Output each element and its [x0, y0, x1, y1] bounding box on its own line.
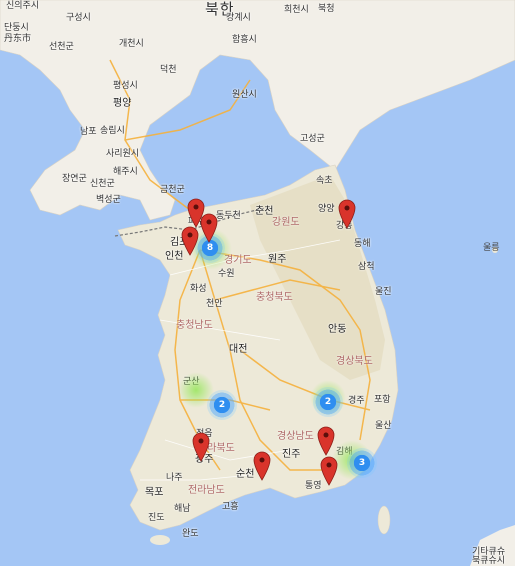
place-label: 신천군 [90, 179, 115, 189]
place-label: 평성시 [113, 81, 138, 91]
place-label: 안동 [328, 324, 347, 335]
place-label: 금천군 [160, 185, 185, 195]
place-label: 목포 [145, 487, 164, 498]
place-label: 구성시 [66, 13, 91, 23]
place-label: 원산시 [232, 90, 257, 100]
place-label: 덕천 [160, 65, 177, 75]
place-label: 사리원시 [106, 149, 140, 159]
place-label: 해남 [174, 504, 191, 514]
place-label: 동두천 [216, 211, 241, 221]
place-label: 울진 [375, 287, 392, 297]
country-label: 북한 [205, 0, 235, 18]
place-label: 벽성군 [96, 195, 121, 205]
map-pin-marker[interactable] [192, 432, 210, 462]
place-label: 신의주시 [6, 1, 40, 11]
map-pin-marker[interactable] [317, 426, 335, 456]
place-label: 양양 [318, 204, 335, 214]
place-label: 화성 [190, 284, 207, 294]
place-label: 천안 [206, 299, 223, 309]
map-pin-marker[interactable] [200, 213, 218, 243]
place-label: 丹东市 [4, 34, 32, 44]
place-label: 고흥 [222, 502, 239, 512]
map-pin-marker[interactable] [320, 456, 338, 486]
place-label: 강계시 [226, 13, 251, 23]
place-label: 해주시 [113, 167, 138, 177]
cluster-marker-gyeongbuk[interactable]: 2 [313, 387, 343, 417]
region-label: 충청남도 [176, 320, 213, 331]
region-label: 강원도 [272, 217, 300, 228]
map-pin-marker[interactable] [253, 451, 271, 481]
place-label: 울릉 [483, 243, 500, 253]
place-label: 평양 [113, 98, 132, 109]
region-label: 전라북도 [198, 443, 235, 454]
place-label: 순천 [236, 469, 255, 480]
place-label: 기타큐슈 [472, 547, 506, 557]
place-label: 울산 [375, 421, 392, 431]
cluster-marker-jeonbuk[interactable]: 2 [207, 390, 237, 420]
region-label: 경기도 [224, 255, 252, 266]
place-label: 강릉 [336, 221, 353, 231]
map-pin-marker[interactable] [181, 226, 199, 256]
place-label: 남포 [80, 127, 97, 137]
place-label: 장연군 [62, 174, 87, 184]
place-label: 속초 [316, 176, 333, 186]
place-label: 송림시 [100, 126, 125, 136]
place-label: 원주 [268, 254, 287, 265]
place-label: 광주 [195, 454, 214, 465]
place-label: 개천시 [119, 39, 144, 49]
place-label: 인천 [165, 251, 184, 262]
place-label: 선천군 [49, 42, 74, 52]
region-label: 경상남도 [277, 431, 314, 442]
place-label: 고성군 [300, 134, 325, 144]
region-label: 전라남도 [188, 485, 225, 496]
map-pin-marker[interactable] [338, 199, 356, 229]
region-label: 충청북도 [256, 292, 293, 303]
map-pin-marker[interactable] [187, 198, 205, 228]
place-label: 포항 [374, 395, 391, 405]
place-label: 나주 [166, 473, 183, 483]
place-label: 동해 [354, 239, 371, 249]
place-label: 춘천 [255, 206, 274, 217]
place-label: 북청 [318, 4, 335, 14]
region-label: 경상북도 [336, 356, 373, 367]
place-label: 함흥시 [232, 35, 257, 45]
place-label: 대전 [229, 344, 248, 355]
place-label: 희천시 [284, 5, 309, 15]
place-label: 경주 [348, 396, 365, 406]
place-label: 북큐슈시 [472, 556, 506, 566]
place-label: 단둥시 [4, 23, 29, 33]
cluster-marker-busan[interactable]: 3 [347, 448, 377, 478]
place-label: 삼척 [358, 262, 375, 272]
place-label: 통영 [305, 481, 322, 491]
place-label: 수원 [218, 269, 235, 279]
place-label: 진도 [148, 513, 165, 523]
place-label: 김포 [170, 237, 189, 248]
place-label: 완도 [182, 529, 199, 539]
place-label: 진주 [282, 449, 301, 460]
